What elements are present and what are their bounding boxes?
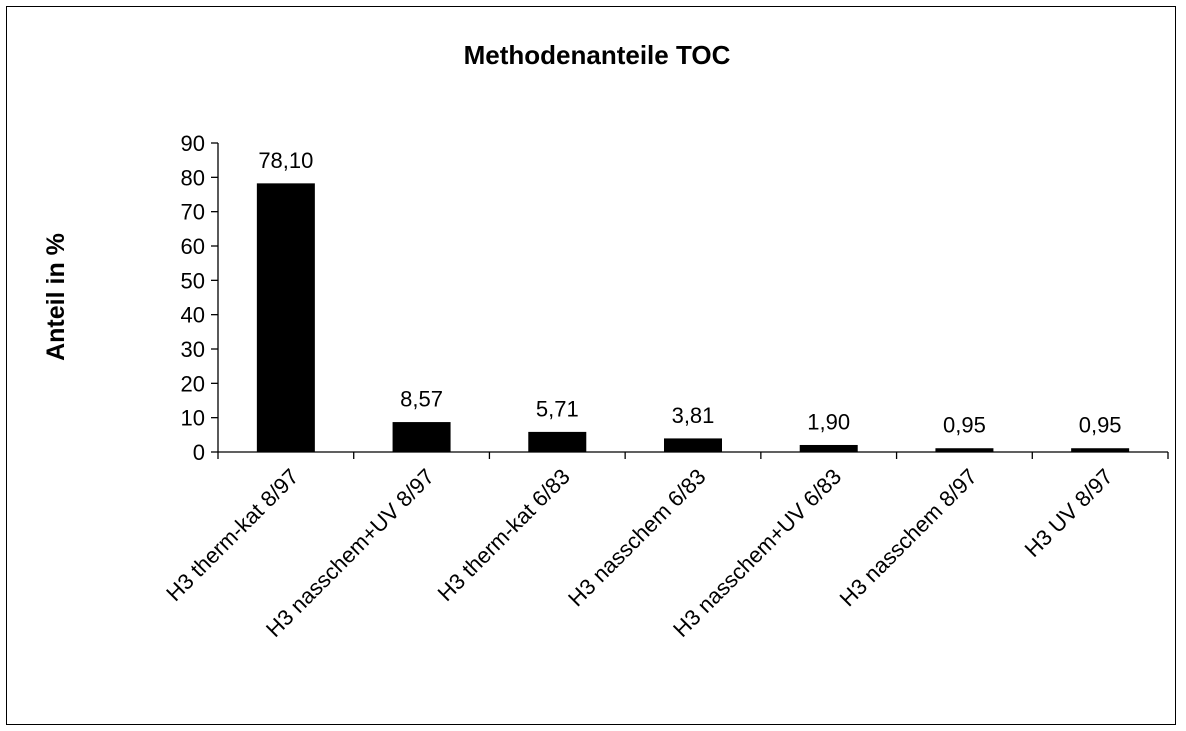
y-tick-label: 10 <box>181 406 205 431</box>
y-tick-label: 40 <box>181 303 205 328</box>
bar <box>528 431 587 453</box>
data-label: 5,71 <box>536 396 579 421</box>
y-tick-label: 80 <box>181 165 205 190</box>
y-tick-label: 90 <box>181 131 205 156</box>
data-label: 78,10 <box>258 148 313 173</box>
bar <box>392 422 451 453</box>
chart-title: Methodenanteile TOC <box>464 40 731 70</box>
bar <box>799 444 858 453</box>
data-label: 3,81 <box>672 403 715 428</box>
y-tick-label: 20 <box>181 371 205 396</box>
category-label: H3 UV 8/97 <box>1020 464 1118 562</box>
bar <box>1071 448 1130 453</box>
bar <box>935 448 994 453</box>
data-label: 0,95 <box>943 413 986 438</box>
chart-frame <box>6 6 1176 725</box>
y-tick-label: 0 <box>193 440 205 465</box>
y-tick-label: 70 <box>181 200 205 225</box>
category-label: H3 therm-kat 8/97 <box>161 464 303 606</box>
plot-area: 0 10 20 30 40 50 60 70 80 90 78,10 H3 therm-kat 8/9… <box>161 131 1169 642</box>
y-axis-label: Anteil in % <box>42 233 70 361</box>
y-tick-label: 50 <box>181 268 205 293</box>
data-label: 1,90 <box>807 409 850 434</box>
y-tick-label: 30 <box>181 337 205 362</box>
data-label: 0,95 <box>1079 413 1122 438</box>
category-label: H3 nasschem 8/97 <box>835 464 982 611</box>
y-tick-label: 60 <box>181 234 205 259</box>
category-label: H3 therm-kat 6/83 <box>433 464 575 606</box>
data-label: 8,57 <box>400 387 443 412</box>
category-label: H3 nasschem 6/83 <box>563 464 710 611</box>
bar <box>664 438 722 453</box>
bar <box>256 183 315 453</box>
